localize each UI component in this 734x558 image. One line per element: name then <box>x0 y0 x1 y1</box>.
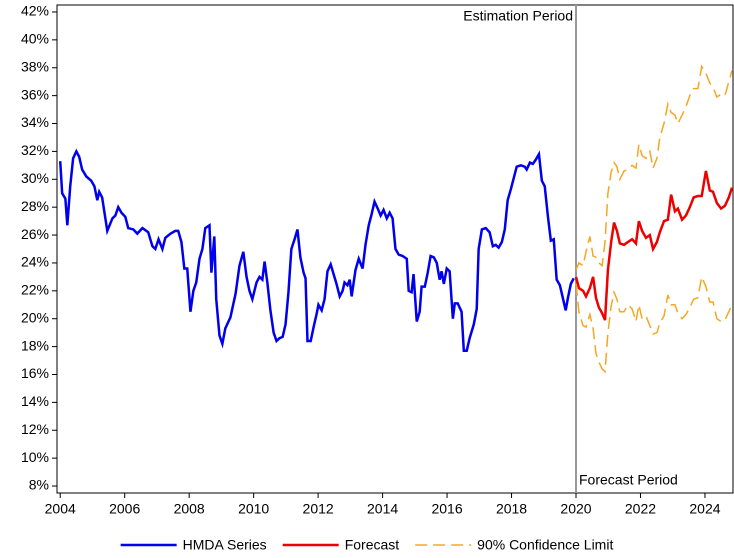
x-tick-label: 2008 <box>174 501 205 517</box>
y-tick-label: 34% <box>21 114 49 130</box>
series-line <box>575 274 733 374</box>
x-tick-label: 2016 <box>431 501 462 517</box>
y-tick-label: 22% <box>21 282 49 298</box>
series-line <box>574 170 734 321</box>
y-tick-label: 40% <box>21 31 49 47</box>
plot-frame <box>56 4 734 494</box>
y-tick-label: 8% <box>29 477 49 493</box>
x-tick-label: 2006 <box>109 501 140 517</box>
legend-label: 90% Confidence Limit <box>477 537 613 553</box>
x-tick-label: 2004 <box>45 501 76 517</box>
y-tick-label: 30% <box>21 170 49 186</box>
y-tick-label: 42% <box>21 3 49 19</box>
y-tick-label: 10% <box>21 449 49 465</box>
y-tick-label: 28% <box>21 198 49 214</box>
y-tick-label: 14% <box>21 393 49 409</box>
y-tick-label: 16% <box>21 365 49 381</box>
x-tick-label: 2012 <box>303 501 334 517</box>
y-tick-label: 20% <box>21 309 49 325</box>
y-tick-label: 36% <box>21 86 49 102</box>
annotation: Estimation Period <box>463 8 573 24</box>
y-tick-label: 32% <box>21 142 49 158</box>
y-tick-label: 38% <box>21 58 49 74</box>
legend-label: HMDA Series <box>183 537 267 553</box>
y-tick-label: 24% <box>21 254 49 270</box>
x-tick-label: 2014 <box>367 501 398 517</box>
x-tick-label: 2022 <box>625 501 656 517</box>
y-tick-label: 18% <box>21 337 49 353</box>
x-tick-label: 2020 <box>560 501 591 517</box>
series-line <box>575 64 733 271</box>
y-tick-label: 26% <box>21 226 49 242</box>
x-tick-label: 2018 <box>496 501 527 517</box>
x-tick-label: 2010 <box>238 501 269 517</box>
legend-label: Forecast <box>345 537 400 553</box>
annotation: Forecast Period <box>579 472 678 488</box>
y-tick-label: 12% <box>21 421 49 437</box>
x-tick-label: 2024 <box>689 501 720 517</box>
series-line <box>58 148 575 353</box>
